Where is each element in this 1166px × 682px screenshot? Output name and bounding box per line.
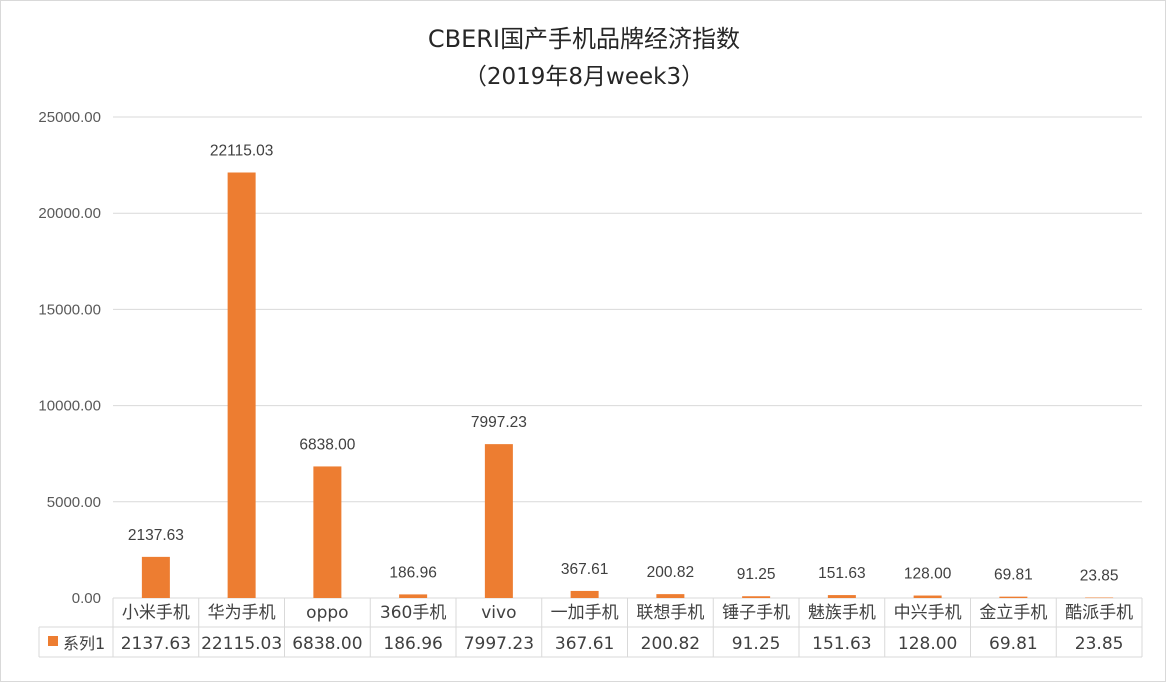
data-label: 200.82 [647, 564, 694, 581]
bar [141, 556, 170, 598]
data-label: 23.85 [1080, 568, 1119, 585]
table-value-cell: 367.61 [555, 634, 614, 654]
y-tick-label: 20000.00 [38, 205, 101, 222]
category-label: 小米手机 [122, 603, 190, 623]
category-label: 360手机 [380, 603, 446, 623]
chart-subtitle: （2019年8月week3） [463, 64, 705, 90]
table-value-cell: 128.00 [898, 634, 957, 654]
bar [999, 596, 1028, 598]
y-tick-label: 5000.00 [47, 494, 101, 511]
category-label: 金立手机 [979, 603, 1047, 623]
data-label: 128.00 [904, 566, 952, 583]
bar [227, 172, 256, 598]
bar [484, 444, 513, 598]
category-label: 华为手机 [208, 603, 276, 623]
data-label: 22115.03 [210, 143, 274, 160]
bar [313, 466, 342, 598]
table-value-cell: 186.96 [383, 634, 442, 654]
table-value-cell: 23.85 [1075, 634, 1124, 654]
table-value-cell: 7997.23 [464, 634, 534, 654]
category-label: oppo [306, 603, 348, 623]
category-label: vivo [481, 603, 516, 623]
data-label: 91.25 [737, 566, 776, 583]
data-label: 6838.00 [299, 436, 355, 453]
y-tick-label: 25000.00 [38, 109, 101, 126]
legend-label: 系列1 [63, 634, 105, 653]
data-label: 186.96 [389, 564, 436, 581]
bar [827, 595, 856, 598]
bar [742, 596, 771, 598]
category-label: 一加手机 [551, 603, 619, 623]
chart-title: CBERI国产手机品牌经济指数 [427, 25, 741, 53]
category-label: 酷派手机 [1065, 603, 1133, 623]
y-tick-label: 15000.00 [38, 301, 101, 318]
category-label: 联想手机 [636, 603, 704, 623]
bar [913, 595, 942, 598]
category-label: 中兴手机 [894, 603, 962, 623]
y-tick-label: 10000.00 [38, 398, 101, 415]
data-label: 69.81 [994, 567, 1033, 584]
data-label: 7997.23 [471, 414, 527, 431]
data-label: 367.61 [561, 561, 608, 578]
table-value-cell: 6838.00 [292, 634, 362, 654]
table-value-cell: 151.63 [812, 634, 871, 654]
table-value-cell: 2137.63 [121, 634, 191, 654]
table-value-cell: 200.82 [641, 634, 700, 654]
bar [399, 594, 428, 598]
bar [656, 594, 685, 598]
y-tick-label: 0.00 [72, 590, 101, 607]
category-label: 魅族手机 [808, 603, 876, 623]
data-label: 151.63 [818, 565, 865, 582]
bar [570, 590, 599, 598]
bar [1085, 597, 1114, 599]
table-value-cell: 69.81 [989, 634, 1038, 654]
table-value-cell: 91.25 [732, 634, 781, 654]
data-label: 2137.63 [128, 527, 184, 544]
table-value-cell: 22115.03 [201, 634, 282, 654]
category-label: 锤子手机 [722, 603, 790, 623]
legend-swatch [48, 636, 58, 646]
